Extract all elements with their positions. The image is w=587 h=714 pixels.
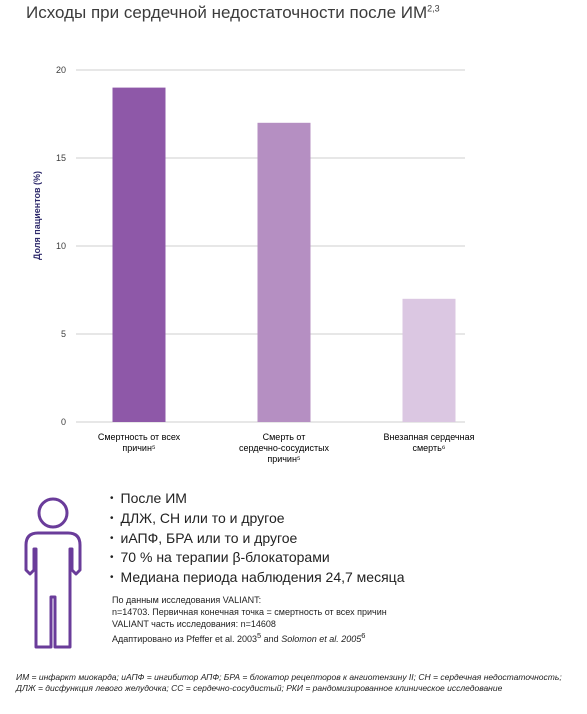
- y-tick-label: 5: [61, 329, 66, 339]
- x-tick-label: Внезапная сердечная смерть⁶: [384, 432, 475, 453]
- study-characteristics-list: После ИМ ДЛЖ, СН или то и другое иАПФ, Б…: [110, 490, 405, 589]
- x-tick-label-line: Внезапная сердечная: [384, 432, 475, 442]
- chart-title: Исходы при сердечной недостаточности пос…: [26, 3, 440, 23]
- x-tick-label: Смерть от сердечно-сосудистых причин⁵: [239, 432, 330, 464]
- bullet-item: 70 % на терапии β-блокаторами: [110, 549, 404, 569]
- x-tick-label: Смертность от всех причин⁵: [98, 432, 181, 453]
- source-line: n=14703. Первичная конечная точка = смер…: [112, 607, 387, 617]
- x-tick-label-line: Смертность от всех: [98, 432, 181, 442]
- chart-title-superscript: 2,3: [427, 3, 440, 14]
- x-tick-label-line: смерть⁶: [412, 443, 445, 453]
- x-tick-label-line: сердечно-сосудистых: [239, 443, 330, 453]
- source-notes: По данным исследования VALIANT: n=14703.…: [112, 594, 387, 645]
- bullet-item: После ИМ: [110, 490, 404, 510]
- reference-solomon: Solomon et al. 2005: [281, 634, 362, 644]
- bullet-item: Медиана периода наблюдения 24,7 месяца: [110, 569, 405, 589]
- y-tick-label: 20: [56, 65, 66, 75]
- x-tick-label-line: Смерть от: [263, 432, 306, 442]
- bullet-item: иАПФ, БРА или то и другое: [110, 530, 404, 550]
- person-outline-icon: [24, 497, 82, 649]
- person-body: [24, 531, 82, 649]
- reference-joiner: and: [261, 634, 282, 644]
- abbreviations-footnote: ИМ = инфаркт миокарда; иАПФ = ингибитор …: [16, 672, 562, 693]
- y-tick-label: 0: [61, 417, 66, 427]
- source-line: Адаптировано из Pfeffer et al. 20035 and…: [112, 630, 387, 645]
- reference-superscript: 5: [257, 631, 262, 640]
- source-line: VALIANT часть исследования: n=14608: [112, 619, 276, 629]
- person-head: [37, 497, 69, 529]
- reference-superscript: 6: [361, 631, 366, 640]
- y-tick-label: 10: [56, 241, 66, 251]
- bullet-item: ДЛЖ, СН или то и другое: [110, 510, 404, 530]
- x-tick-label-line: причин⁵: [267, 454, 301, 464]
- bar: [257, 122, 311, 423]
- y-tick-label: 15: [56, 153, 66, 163]
- reference-pfeffer: Адаптировано из Pfeffer et al. 2003: [112, 634, 257, 644]
- bar: [402, 298, 456, 422]
- bar: [112, 87, 166, 422]
- y-axis-label: Доля пациентов (%): [32, 170, 42, 260]
- source-line: По данным исследования VALIANT:: [112, 595, 262, 605]
- chart-title-text: Исходы при сердечной недостаточности пос…: [26, 3, 428, 22]
- x-tick-label-line: причин⁵: [122, 443, 156, 453]
